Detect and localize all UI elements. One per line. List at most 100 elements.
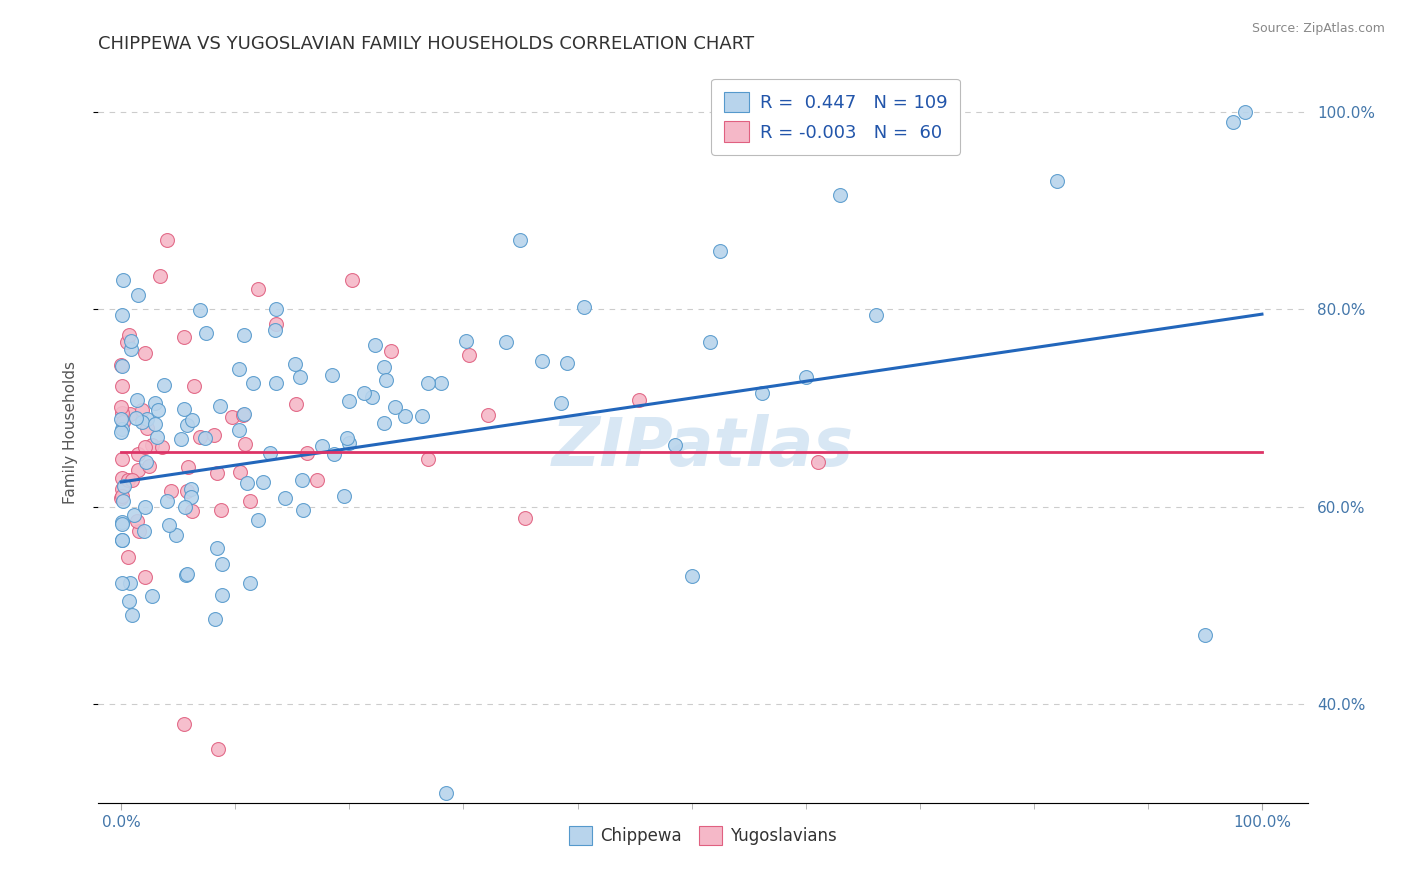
Point: [156, 233, 179, 247]
Point: [709, 244, 731, 259]
Point: [121, 473, 143, 487]
Point: [322, 447, 344, 461]
Point: [173, 716, 195, 731]
Point: [149, 269, 172, 284]
Point: [118, 327, 141, 342]
Point: [118, 594, 141, 608]
Point: [110, 575, 132, 590]
Point: [188, 302, 211, 317]
Point: [111, 482, 134, 496]
Point: [291, 503, 314, 517]
Point: [188, 430, 211, 444]
Point: [209, 503, 232, 517]
Point: [111, 494, 134, 508]
Point: [115, 334, 138, 349]
Point: [1194, 628, 1216, 642]
Point: [353, 386, 375, 401]
Point: [311, 439, 333, 453]
Point: [180, 504, 202, 518]
Point: [264, 302, 287, 317]
Point: [337, 435, 360, 450]
Point: [176, 483, 198, 498]
Point: [120, 334, 142, 348]
Point: [495, 335, 517, 350]
Point: [110, 491, 132, 505]
Point: [830, 188, 852, 202]
Point: [135, 455, 157, 469]
Point: [513, 511, 536, 525]
Point: [180, 490, 202, 504]
Point: [574, 300, 596, 314]
Point: [120, 343, 142, 357]
Point: [228, 423, 250, 437]
Point: [136, 411, 159, 425]
Point: [205, 467, 228, 481]
Point: [120, 408, 142, 422]
Point: [259, 446, 281, 460]
Legend: Chippewa, Yugoslavians: Chippewa, Yugoslavians: [561, 818, 845, 854]
Text: Source: ZipAtlas.com: Source: ZipAtlas.com: [1251, 22, 1385, 36]
Point: [111, 533, 134, 548]
Point: [111, 451, 134, 466]
Point: [127, 393, 149, 408]
Point: [174, 567, 197, 582]
Point: [807, 455, 830, 469]
Point: [364, 337, 387, 351]
Point: [134, 570, 156, 584]
Point: [120, 576, 142, 591]
Point: [146, 430, 169, 444]
Point: [336, 431, 359, 445]
Point: [111, 273, 134, 287]
Point: [235, 476, 257, 491]
Point: [284, 357, 307, 371]
Point: [794, 370, 817, 384]
Point: [145, 417, 167, 431]
Point: [110, 400, 132, 414]
Point: [430, 376, 453, 391]
Point: [264, 323, 287, 337]
Point: [111, 415, 134, 429]
Point: [290, 473, 312, 487]
Point: [416, 376, 439, 391]
Point: [221, 410, 243, 425]
Point: [380, 344, 402, 359]
Point: [110, 358, 132, 372]
Point: [111, 516, 134, 531]
Point: [173, 402, 195, 417]
Point: [131, 416, 153, 430]
Point: [555, 356, 578, 370]
Point: [122, 508, 145, 522]
Point: [111, 533, 134, 547]
Point: [360, 390, 382, 404]
Point: [110, 425, 132, 439]
Point: [373, 360, 395, 375]
Point: [150, 440, 173, 454]
Point: [111, 406, 134, 420]
Point: [252, 475, 274, 489]
Point: [628, 393, 651, 408]
Point: [194, 326, 217, 341]
Point: [477, 408, 499, 422]
Point: [1233, 104, 1256, 119]
Point: [247, 513, 270, 527]
Point: [176, 417, 198, 432]
Point: [112, 478, 135, 492]
Point: [699, 335, 721, 350]
Point: [121, 608, 143, 623]
Point: [239, 493, 262, 508]
Point: [170, 433, 193, 447]
Point: [232, 327, 254, 342]
Point: [373, 416, 395, 430]
Point: [202, 428, 225, 442]
Point: [128, 524, 150, 538]
Point: [375, 373, 398, 387]
Point: [305, 473, 328, 487]
Point: [194, 431, 217, 445]
Point: [117, 473, 139, 487]
Text: ZIPatlas: ZIPatlas: [553, 415, 853, 481]
Point: [333, 489, 356, 503]
Point: [321, 368, 343, 382]
Point: [110, 489, 132, 503]
Point: [159, 518, 181, 533]
Point: [1046, 174, 1069, 188]
